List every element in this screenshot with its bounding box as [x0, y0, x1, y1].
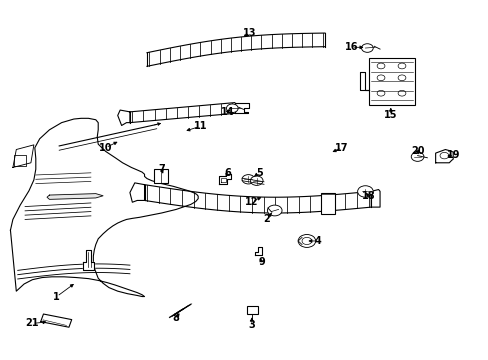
Bar: [320, 193, 334, 214]
Bar: [368, 58, 414, 105]
Text: 8: 8: [172, 313, 179, 323]
Text: 5: 5: [255, 168, 262, 178]
Text: 7: 7: [158, 164, 164, 174]
Polygon shape: [435, 149, 452, 163]
Text: 1: 1: [53, 292, 60, 302]
Polygon shape: [10, 118, 198, 297]
Text: 16: 16: [345, 42, 358, 52]
Text: 3: 3: [248, 320, 255, 330]
Circle shape: [298, 234, 315, 247]
Text: 19: 19: [447, 150, 460, 160]
Polygon shape: [118, 110, 130, 126]
Bar: [246, 306, 257, 315]
Text: 15: 15: [383, 111, 397, 121]
Polygon shape: [47, 194, 103, 199]
Circle shape: [242, 175, 254, 184]
Text: 13: 13: [242, 28, 256, 38]
Circle shape: [302, 237, 311, 244]
Text: 14: 14: [220, 107, 234, 117]
Text: 17: 17: [335, 143, 348, 153]
Circle shape: [357, 186, 372, 197]
Circle shape: [361, 44, 372, 52]
Text: 21: 21: [25, 319, 39, 328]
Text: 11: 11: [193, 121, 207, 131]
Text: 4: 4: [314, 236, 320, 246]
Text: 6: 6: [224, 168, 230, 178]
Text: 9: 9: [258, 257, 264, 267]
Polygon shape: [370, 189, 379, 207]
Circle shape: [250, 176, 263, 185]
Text: 2: 2: [263, 215, 269, 224]
Text: 10: 10: [99, 143, 112, 153]
Text: 18: 18: [361, 191, 375, 201]
Circle shape: [410, 152, 423, 161]
Polygon shape: [234, 103, 249, 113]
Circle shape: [226, 104, 238, 113]
Polygon shape: [255, 247, 261, 255]
Circle shape: [267, 205, 282, 216]
Bar: [154, 168, 167, 183]
Polygon shape: [82, 250, 94, 270]
Polygon shape: [219, 174, 230, 184]
Polygon shape: [41, 314, 72, 327]
Text: 20: 20: [410, 146, 424, 156]
Polygon shape: [130, 183, 144, 202]
Text: 12: 12: [244, 197, 258, 207]
Circle shape: [439, 152, 448, 159]
